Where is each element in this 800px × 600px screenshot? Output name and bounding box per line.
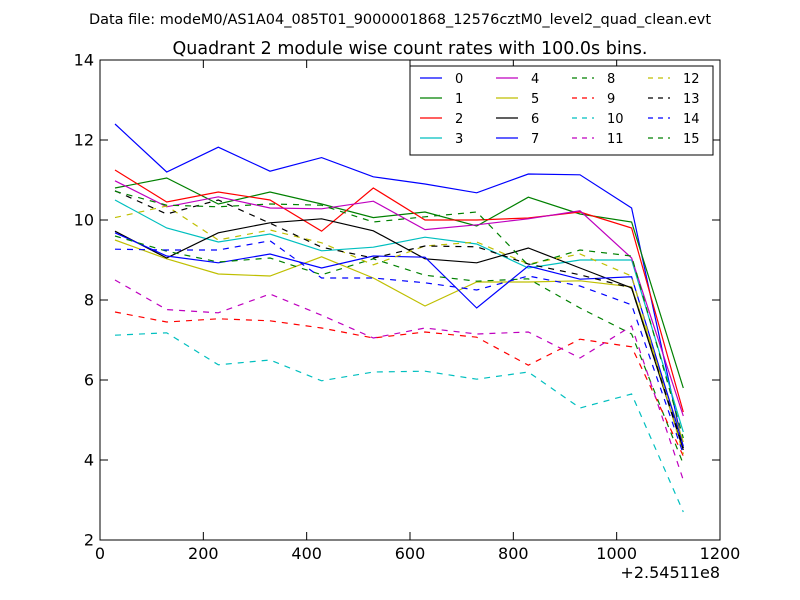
legend-label: 6 <box>531 112 539 127</box>
y-tick-label: 14 <box>74 51 94 70</box>
y-tick-label: 8 <box>84 291 94 310</box>
legend-box <box>409 65 714 156</box>
chart-title: Quadrant 2 module wise count rates with … <box>173 39 648 59</box>
legend-label: 10 <box>607 112 624 127</box>
y-tick-label: 12 <box>74 131 94 150</box>
series-line-11 <box>114 279 684 481</box>
series-line-8 <box>114 235 684 465</box>
x-tick-label: 0 <box>95 544 105 563</box>
x-tick-label: 1200 <box>700 544 741 563</box>
legend-label: 8 <box>607 72 615 87</box>
legend-label: 3 <box>455 132 463 147</box>
legend-label: 2 <box>455 112 463 127</box>
series-line-2 <box>114 169 684 413</box>
legend-label: 0 <box>455 72 463 87</box>
legend-label: 9 <box>607 92 615 107</box>
legend-label: 12 <box>683 72 700 87</box>
legend-label: 7 <box>531 132 539 147</box>
x-tick-label: 400 <box>291 544 322 563</box>
legend-label: 15 <box>683 132 700 147</box>
y-tick-label: 6 <box>84 371 94 390</box>
series-line-6 <box>114 218 684 451</box>
series-line-3 <box>114 199 684 433</box>
legend-label: 4 <box>531 72 539 87</box>
series-line-15 <box>114 190 684 439</box>
series-line-13 <box>114 190 684 449</box>
series-line-12 <box>114 205 684 455</box>
x-offset-label: +2.54511e8 <box>620 563 720 582</box>
legend-label: 14 <box>683 112 700 127</box>
y-tick-label: 2 <box>84 531 94 550</box>
series-line-7 <box>114 232 684 447</box>
suptitle: Data file: modeM0/AS1A04_085T01_90000018… <box>89 12 711 28</box>
legend-label: 13 <box>683 92 700 107</box>
series-line-4 <box>114 180 684 417</box>
series-line-5 <box>114 239 684 443</box>
x-tick-label: 200 <box>188 544 219 563</box>
series-line-0 <box>114 123 684 449</box>
y-tick-label: 4 <box>84 451 94 470</box>
legend-label: 5 <box>531 92 539 107</box>
x-tick-label: 800 <box>498 544 529 563</box>
y-tick-label: 10 <box>74 211 94 230</box>
x-tick-label: 600 <box>395 544 426 563</box>
x-tick-label: 1000 <box>596 544 637 563</box>
legend-label: 11 <box>607 132 624 147</box>
plot-frame <box>99 59 721 541</box>
legend-label: 1 <box>455 92 463 107</box>
